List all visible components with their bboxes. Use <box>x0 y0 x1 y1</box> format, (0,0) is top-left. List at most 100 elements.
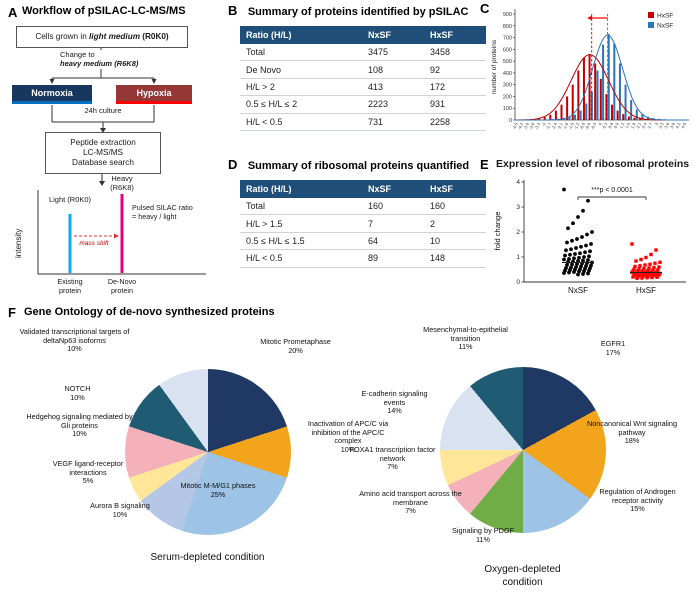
panel-f-title: Gene Ontology of de-novo synthesized pro… <box>24 306 275 318</box>
svg-text:1.2: 1.2 <box>618 121 625 129</box>
table-row: 0.5 ≤ H/L ≤ 2 2223 931 <box>240 95 486 114</box>
pie-slice-label: Regulation of Androgen receptor activity… <box>599 487 676 514</box>
col-ratio: Ratio (H/L) <box>240 26 362 44</box>
protein-summary-table: Ratio (H/L) NxSF HxSF Total 3475 3458 De N… <box>240 26 486 131</box>
svg-text:3.3: 3.3 <box>658 121 665 129</box>
svg-text:-3.3: -3.3 <box>534 121 542 130</box>
svg-text:1: 1 <box>516 254 520 261</box>
svg-text:500: 500 <box>503 59 512 65</box>
denovo-protein-label: De-Novo protein <box>107 277 137 295</box>
panel-f-tag: F <box>8 305 16 320</box>
hypoxia-box: Hypoxia <box>116 85 192 104</box>
table-row: H/L < 0.5 731 2258 <box>240 113 486 131</box>
intensity-axis-label: intensity <box>14 228 23 258</box>
cells-text: Cells grown in light medium (R0K0) <box>35 31 169 41</box>
svg-text:0: 0 <box>509 118 512 124</box>
svg-text:-3.6: -3.6 <box>528 121 536 130</box>
table-row: H/L > 1.5 7 2 <box>240 214 486 233</box>
svg-text:number of proteins: number of proteins <box>491 39 498 94</box>
cells-box: Cells grown in light medium (R0K0) <box>16 26 188 48</box>
svg-text:900: 900 <box>503 12 512 18</box>
svg-text:200: 200 <box>503 94 512 100</box>
svg-text:0: 0 <box>597 121 603 126</box>
pie-slice-label: Inactivation of APC/C via inhibition of … <box>307 419 389 454</box>
svg-text:fold change: fold change <box>493 212 502 251</box>
svg-text:2.1: 2.1 <box>635 121 642 129</box>
svg-text:3: 3 <box>654 121 660 126</box>
panel-a-title: Workflow of pSILAC-LC-MS/MS <box>22 5 186 17</box>
pie-slice-label: VEGF ligand-receptor interactions 5% <box>52 459 124 486</box>
culture-label: 24h culture <box>84 106 122 115</box>
svg-text:-2.1: -2.1 <box>556 121 564 130</box>
svg-text:300: 300 <box>503 83 512 89</box>
panel-b-tag: B <box>228 3 238 18</box>
panel-b-title: Summary of proteins identified by pSILAC <box>247 6 469 18</box>
table-header-row: Ratio (H/L) NxSF HxSF <box>240 180 486 198</box>
col-nxsf: NxSF <box>362 180 424 198</box>
svg-text:-1.5: -1.5 <box>567 121 575 130</box>
peptide-text: Peptide extraction LC-MS/MS Database sea… <box>70 137 136 168</box>
svg-text:3.6: 3.6 <box>663 121 670 129</box>
table-row: De Novo 108 92 <box>240 60 486 79</box>
svg-text:4: 4 <box>516 179 520 186</box>
pie-slice-label: EGFR1 17% <box>600 339 626 357</box>
svg-text:NxSF: NxSF <box>568 286 588 295</box>
svg-text:-0.6: -0.6 <box>584 121 592 130</box>
pie-slice-label: E-cadherin signaling events 14% <box>361 389 428 416</box>
panel-a: A Workflow of pSILAC-LC-MS/MS Cells grow… <box>0 0 230 310</box>
svg-text:0.6: 0.6 <box>607 121 614 129</box>
svg-text:HxSF: HxSF <box>636 286 656 295</box>
panel-e-title: Expression level of ribosomal proteins <box>496 158 690 170</box>
panel-d-header: D Summary of ribosomal proteins quantifi… <box>228 156 478 174</box>
table-row: 0.5 ≤ H/L ≤ 1.5 64 10 <box>240 232 486 251</box>
svg-text:-4.5: -4.5 <box>511 121 519 130</box>
svg-text:HxSF: HxSF <box>657 13 673 20</box>
svg-text:1.5: 1.5 <box>624 121 631 129</box>
svg-text:400: 400 <box>503 71 512 77</box>
pie-slice-label: FOXA1 transcription factor network 7% <box>349 445 436 472</box>
pie-slice-label: Amino acid transport across the membrane… <box>359 489 462 516</box>
change-medium-label: Change to heavy medium (R6K8) <box>58 50 192 70</box>
svg-text:100: 100 <box>503 106 512 112</box>
table-row: H/L > 2 413 172 <box>240 78 486 97</box>
pie-slice-label: Signaling by PDGF 11% <box>451 526 515 544</box>
svg-text:2.4: 2.4 <box>641 121 648 129</box>
serum-pie-chart <box>125 369 291 535</box>
pie-slice-label: Mitotic Prometaphase 20% <box>260 337 331 355</box>
panel-b-header: B Summary of proteins identified by pSIL… <box>228 2 478 20</box>
table-row: H/L < 0.5 89 148 <box>240 249 486 268</box>
svg-text:-4.2: -4.2 <box>517 121 525 130</box>
svg-text:-1.2: -1.2 <box>573 121 581 130</box>
peptide-box: Peptide extraction LC-MS/MS Database sea… <box>45 132 161 174</box>
col-ratio: Ratio (H/L) <box>240 180 362 198</box>
panel-d-title: Summary of ribosomal proteins quantified <box>247 160 470 172</box>
panel-c-tag: C <box>480 1 490 16</box>
svg-text:-0.9: -0.9 <box>578 121 586 130</box>
svg-text:-3: -3 <box>541 121 547 127</box>
oxygen-caption: Oxygen-depleted condition <box>484 564 561 588</box>
pie-slice-label: Validated transcriptional targets of del… <box>19 327 130 354</box>
svg-text:-1.8: -1.8 <box>562 121 570 130</box>
svg-text:-0.3: -0.3 <box>590 121 598 130</box>
svg-text:-3.9: -3.9 <box>522 121 530 130</box>
svg-text:2: 2 <box>516 229 520 236</box>
normoxia-box: Normoxia <box>12 85 92 104</box>
panel-f: F Gene Ontology of de-novo synthesized p… <box>0 300 700 601</box>
pulsed-silac-ratio-label: Pulsed SILAC ratio = heavy / light <box>132 203 193 221</box>
panel-d-tag: D <box>228 157 238 172</box>
light-peak-label: Light (R0K0) <box>48 195 92 204</box>
table-row: Total 160 160 <box>240 198 486 216</box>
svg-text:4.2: 4.2 <box>674 121 681 129</box>
svg-text:4.5: 4.5 <box>680 121 687 129</box>
pie-slice-label: Noncanonical Wnt signaling pathway 18% <box>586 419 678 446</box>
svg-text:2.7: 2.7 <box>646 121 653 129</box>
svg-text:3: 3 <box>516 204 520 211</box>
panel-a-tag: A <box>8 5 18 20</box>
svg-text:0.3: 0.3 <box>602 121 609 129</box>
heavy-peak-label: Heavy (R6K8) <box>110 174 134 192</box>
table-header-row: Ratio (H/L) NxSF HxSF <box>240 26 486 44</box>
existing-protein-label: Existing protein <box>57 277 83 295</box>
svg-text:1.8: 1.8 <box>630 121 637 129</box>
svg-text:3.9: 3.9 <box>669 121 676 129</box>
